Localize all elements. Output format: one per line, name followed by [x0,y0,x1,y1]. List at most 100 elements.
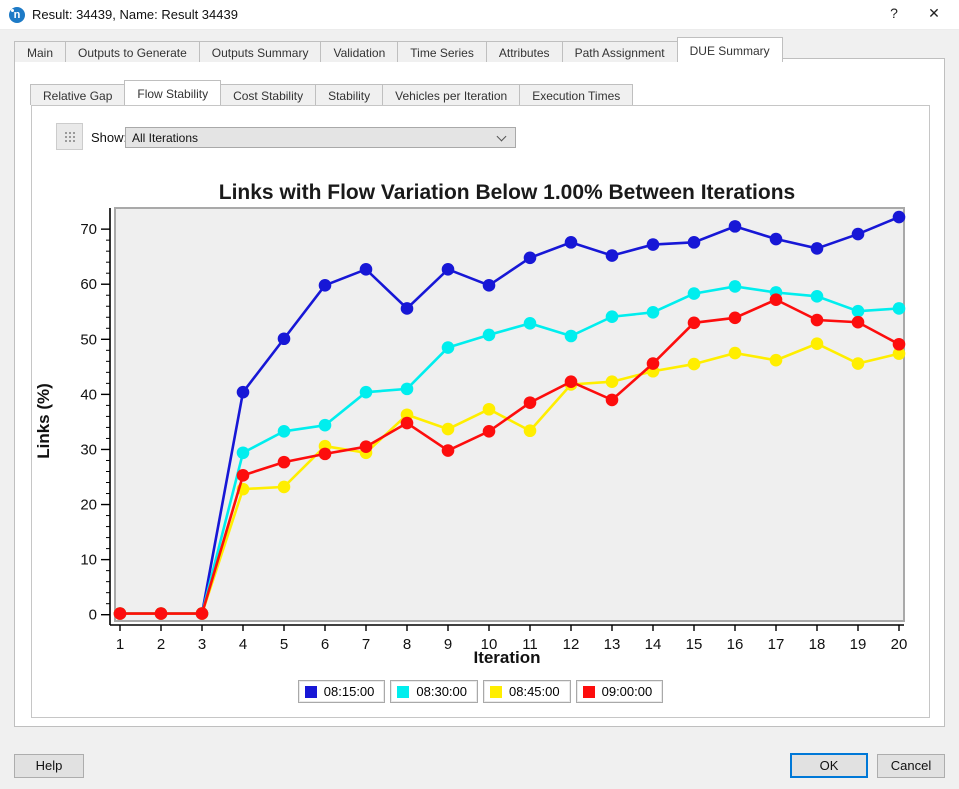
flow-stability-chart: Links with Flow Variation Below 1.00% Be… [34,181,908,667]
data-point-08-15-00 [523,251,537,265]
data-point-09-00-00 [195,607,209,620]
data-point-08-30-00 [564,329,578,343]
cancel-button[interactable]: Cancel [877,754,945,778]
data-point-08-15-00 [605,249,619,262]
data-point-09-00-00 [400,416,414,430]
data-point-08-30-00 [482,328,496,342]
tab-vehicles-per-iteration[interactable]: Vehicles per Iteration [382,84,521,105]
data-point-09-00-00 [236,469,250,482]
titlebar-help-icon[interactable]: ? [890,5,898,21]
y-tick-label: 30 [80,441,97,458]
data-point-08-45-00 [523,424,537,438]
legend-label: 08:45:00 [509,684,560,699]
tab-flow-stability[interactable]: Flow Stability [124,80,222,105]
x-tick-label: 12 [563,636,580,653]
y-tick-label: 70 [80,221,97,238]
x-tick-label: 17 [768,636,785,653]
series-line-08-45-00 [120,342,900,615]
data-point-08-15-00 [646,238,660,251]
data-point-08-30-00 [605,310,619,324]
x-tick-label: 5 [280,636,288,653]
data-point-08-30-00 [441,341,455,354]
data-point-09-00-00 [318,447,332,461]
data-point-08-45-00 [277,480,291,494]
data-point-09-00-00 [154,607,168,620]
data-point-08-45-00 [605,375,619,389]
series-line-08-15-00 [120,215,900,615]
legend-item-09-00-00: 09:00:00 [575,680,664,703]
tab-outputs-to-generate[interactable]: Outputs to Generate [65,41,200,62]
x-tick-label: 14 [645,636,662,653]
chart-legend: 08:15:00 08:30:00 08:45:00 09:00:00 [32,680,929,703]
data-point-08-15-00 [728,220,742,233]
legend-item-08-30-00: 08:30:00 [390,680,478,703]
data-point-08-15-00 [482,279,496,292]
x-tick-label: 11 [522,636,538,653]
legend-swatch-icon [582,685,595,698]
y-tick-label: 60 [80,276,97,293]
data-point-08-15-00 [851,227,865,241]
tab-content-panel: Show: All Iterations Links with Flow Var… [14,58,945,727]
tab-path-assignment[interactable]: Path Assignment [561,41,678,62]
series-line-08-30-00 [120,285,900,615]
tab-outputs-summary[interactable]: Outputs Summary [198,41,322,62]
data-point-09-00-00 [687,316,701,330]
tab-attributes[interactable]: Attributes [485,41,563,62]
data-point-09-00-00 [564,375,578,389]
x-axis-title: Iteration [473,648,540,667]
data-point-08-15-00 [564,236,578,249]
window-title: Result: 34439, Name: Result 34439 [32,7,238,22]
data-point-08-30-00 [687,287,701,300]
tab-main[interactable]: Main [14,41,67,62]
data-point-08-30-00 [851,304,865,318]
y-tick-label: 40 [80,386,97,403]
data-point-08-45-00 [769,353,783,367]
data-point-09-00-00 [646,357,660,370]
tab-time-series[interactable]: Time Series [397,41,487,62]
flow-stability-panel: Show: All Iterations Links with Flow Var… [31,105,930,718]
data-point-09-00-00 [277,455,291,469]
tab-validation[interactable]: Validation [320,41,399,62]
data-point-08-15-00 [769,232,783,246]
data-point-08-15-00 [236,385,250,399]
y-axis-title: Links (%) [34,383,53,459]
data-point-08-45-00 [851,357,865,370]
data-point-09-00-00 [728,311,742,325]
data-point-08-45-00 [687,357,701,371]
y-tick-label: 0 [89,607,97,624]
legend-label: 08:15:00 [323,684,375,699]
tab-execution-times[interactable]: Execution Times [519,84,634,105]
close-icon[interactable]: ✕ [928,5,940,21]
data-point-09-00-00 [769,293,783,306]
data-point-08-15-00 [359,263,373,276]
x-tick-label: 4 [239,636,247,653]
tab-stability[interactable]: Stability [315,84,384,105]
data-point-08-45-00 [441,422,455,436]
data-point-08-15-00 [441,263,455,276]
x-tick-label: 15 [686,636,703,653]
main-tab-bar: Main Outputs to Generate Outputs Summary Va… [14,37,783,62]
title-bar: n Result: 34439, Name: Result 34439 ? ✕ [0,0,959,30]
x-tick-label: 20 [891,636,908,653]
data-point-08-30-00 [892,302,906,315]
tab-cost-stability[interactable]: Cost Stability [220,84,317,105]
help-button[interactable]: Help [14,754,84,778]
show-dropdown[interactable]: All Iterations [125,127,516,148]
chart-title: Links with Flow Variation Below 1.00% Be… [219,181,795,204]
x-tick-label: 6 [321,636,329,653]
data-point-09-00-00 [113,607,127,620]
x-tick-label: 2 [157,636,165,653]
data-point-08-15-00 [277,332,291,346]
data-point-09-00-00 [851,315,865,329]
legend-item-08-45-00: 08:45:00 [483,680,571,703]
drag-handle-button[interactable] [56,123,83,150]
chevron-down-icon [496,131,507,142]
ok-button[interactable]: OK [790,753,868,778]
tab-relative-gap[interactable]: Relative Gap [30,84,126,105]
data-point-09-00-00 [359,440,373,454]
data-point-08-30-00 [277,424,291,438]
tab-due-summary[interactable]: DUE Summary [676,37,783,62]
data-point-08-45-00 [892,347,906,360]
data-point-09-00-00 [441,444,455,457]
data-point-08-30-00 [400,382,414,396]
